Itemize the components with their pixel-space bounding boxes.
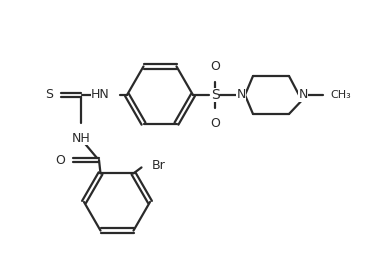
Text: S: S <box>45 89 53 101</box>
Text: S: S <box>211 88 219 102</box>
Text: O: O <box>210 117 220 130</box>
Text: O: O <box>55 153 65 166</box>
Text: NH: NH <box>72 132 90 145</box>
Text: N: N <box>298 89 308 101</box>
Text: HN: HN <box>91 89 110 101</box>
Text: N: N <box>236 89 246 101</box>
Text: Br: Br <box>151 159 165 172</box>
Text: CH₃: CH₃ <box>330 90 351 100</box>
Text: O: O <box>210 60 220 73</box>
